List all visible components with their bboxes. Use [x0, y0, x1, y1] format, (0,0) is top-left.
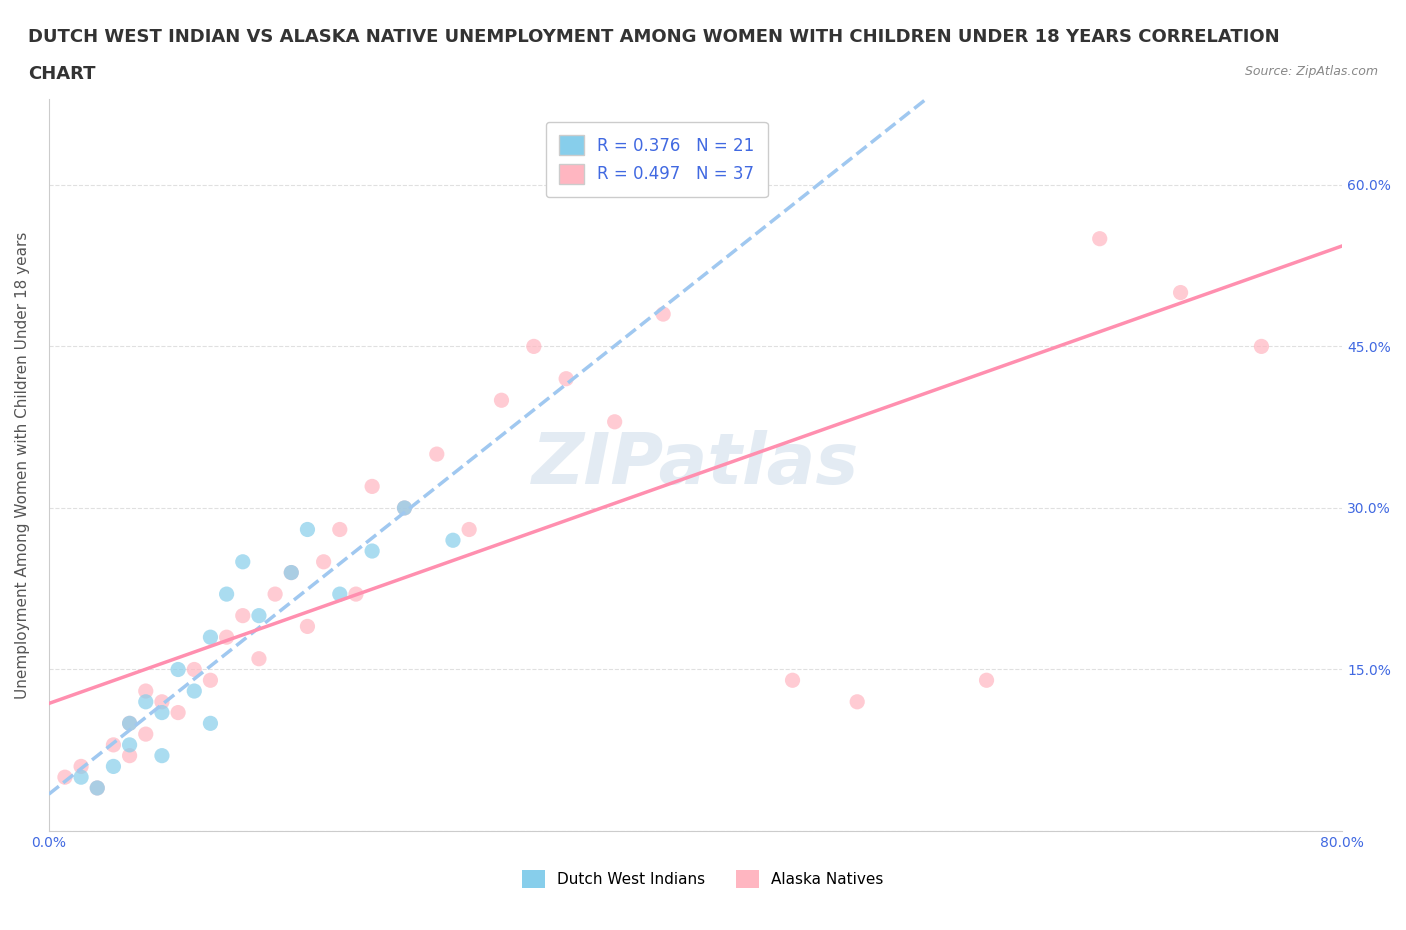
Point [232, 608, 254, 623]
Point [329, 587, 352, 602]
Point [297, 522, 319, 537]
Point [103, 737, 125, 752]
Point [329, 522, 352, 537]
Point [603, 415, 626, 430]
Point [167, 662, 190, 677]
Point [426, 446, 449, 461]
Point [1250, 339, 1272, 353]
Point [70, 759, 93, 774]
Point [167, 705, 190, 720]
Point [491, 392, 513, 407]
Point [215, 587, 238, 602]
Point [312, 554, 335, 569]
Point [135, 684, 157, 698]
Point [200, 716, 222, 731]
Point [215, 630, 238, 644]
Point [247, 651, 270, 666]
Point [458, 522, 481, 537]
Text: DUTCH WEST INDIAN VS ALASKA NATIVE UNEMPLOYMENT AMONG WOMEN WITH CHILDREN UNDER : DUTCH WEST INDIAN VS ALASKA NATIVE UNEMP… [28, 28, 1279, 46]
Text: CHART: CHART [28, 65, 96, 83]
Point [200, 672, 222, 687]
Point [53, 770, 76, 785]
Y-axis label: Unemployment Among Women with Children Under 18 years: Unemployment Among Women with Children U… [15, 232, 30, 698]
Point [183, 684, 205, 698]
Point [1088, 232, 1111, 246]
Point [103, 759, 125, 774]
Point [344, 587, 367, 602]
Point [441, 533, 464, 548]
Point [232, 554, 254, 569]
Point [264, 587, 287, 602]
Point [70, 770, 93, 785]
Point [523, 339, 546, 353]
Point [280, 565, 302, 580]
Point [118, 716, 141, 731]
Point [361, 479, 384, 494]
Point [135, 695, 157, 710]
Point [782, 672, 804, 687]
Point [555, 371, 578, 386]
Legend: R = 0.376   N = 21, R = 0.497   N = 37: R = 0.376 N = 21, R = 0.497 N = 37 [546, 122, 768, 197]
Point [118, 737, 141, 752]
Legend: Dutch West Indians, Alaska Natives: Dutch West Indians, Alaska Natives [516, 864, 890, 895]
Point [297, 619, 319, 634]
Point [150, 749, 173, 764]
Point [86, 780, 108, 795]
Point [394, 500, 416, 515]
Point [183, 662, 205, 677]
Point [717, 178, 740, 193]
Point [976, 672, 998, 687]
Point [118, 749, 141, 764]
Point [1170, 286, 1192, 300]
Point [394, 500, 416, 515]
Point [135, 726, 157, 741]
Text: ZIPatlas: ZIPatlas [531, 431, 859, 499]
Point [86, 780, 108, 795]
Point [280, 565, 302, 580]
Point [652, 307, 675, 322]
Point [846, 695, 869, 710]
Point [200, 630, 222, 644]
Point [247, 608, 270, 623]
Point [150, 695, 173, 710]
Point [361, 544, 384, 559]
Text: Source: ZipAtlas.com: Source: ZipAtlas.com [1244, 65, 1378, 78]
Point [118, 716, 141, 731]
Point [150, 705, 173, 720]
